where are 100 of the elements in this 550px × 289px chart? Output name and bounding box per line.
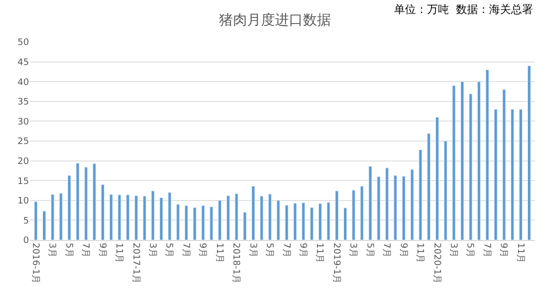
bar (151, 190, 155, 240)
bar (410, 169, 414, 240)
x-tick-label: 5月 (264, 242, 274, 258)
x-tick-label: 11月 (514, 242, 525, 264)
bar (34, 201, 38, 240)
x-tick-label: 2020-1月 (431, 242, 442, 284)
x-tick-label: 7月 (481, 242, 492, 258)
bar (477, 81, 481, 240)
bar (318, 203, 322, 240)
x-tick-label: 3月 (46, 242, 57, 258)
bar (376, 176, 380, 240)
bar (527, 66, 531, 240)
x-tick-label: 11月 (414, 242, 425, 264)
bar (252, 186, 255, 240)
bar (42, 210, 46, 240)
bar (268, 194, 272, 240)
x-tick-label: 2016-1月 (30, 242, 40, 284)
x-tick-label: 9月 (96, 242, 107, 258)
y-tick-label: 40 (18, 78, 30, 88)
bar (226, 195, 230, 240)
bar (101, 184, 104, 240)
bar (502, 89, 506, 240)
y-tick-label: 25 (18, 137, 29, 148)
bar (84, 166, 88, 240)
x-tick-label: 5月 (464, 242, 475, 258)
x-tick-label: 3月 (448, 242, 458, 258)
bar (193, 207, 196, 240)
x-tick-label: 7月 (381, 242, 392, 258)
bar (360, 186, 364, 240)
x-tick-label: 2017-1月 (130, 242, 140, 284)
bar (50, 194, 54, 240)
bar (284, 204, 288, 240)
x-tick-label: 3月 (146, 242, 157, 258)
x-tick-label: 11月 (214, 242, 224, 264)
x-tick-label: 11月 (314, 242, 324, 264)
bar (118, 194, 122, 240)
x-tick-label: 7月 (180, 242, 190, 258)
bar (210, 206, 214, 240)
bar (276, 200, 280, 240)
bar (352, 190, 356, 240)
bar (293, 202, 297, 240)
x-tick-label: 5月 (164, 242, 174, 258)
bar (176, 204, 180, 240)
bar (394, 175, 398, 240)
x-tick-label: 9月 (498, 242, 508, 258)
y-tick-label: 0 (23, 236, 30, 246)
y-tick-label: 20 (18, 156, 30, 167)
bar (427, 133, 431, 240)
bar (76, 162, 80, 240)
chart-title: 猪肉月度进口数据 (219, 12, 331, 28)
bar (59, 193, 63, 240)
bar (519, 109, 522, 240)
y-tick-label: 50 (18, 38, 30, 48)
bar (494, 109, 498, 240)
bar (234, 193, 238, 240)
y-tick-label: 10 (18, 196, 30, 207)
text: 单位：万吨 数据：海关总署 (394, 3, 533, 16)
x-tick-label: 2018-1月 (230, 242, 241, 284)
x-tick-label: 2019-1月 (330, 242, 341, 284)
bar (243, 212, 247, 240)
bar (260, 196, 264, 240)
x-tick-label: 3月 (247, 242, 258, 258)
y-tick-label: 35 (18, 98, 29, 108)
bar (335, 190, 339, 240)
bar (444, 140, 448, 240)
bar (468, 94, 472, 240)
x-tick-label: 7月 (80, 242, 90, 258)
y-tick-label: 45 (18, 58, 29, 68)
bar (368, 166, 372, 240)
bar (402, 176, 406, 240)
bar (326, 202, 330, 240)
bar (510, 109, 514, 240)
x-tick-label: 7月 (280, 242, 291, 258)
bar (160, 197, 163, 240)
bar (68, 175, 72, 240)
y-tick-label: 30 (18, 117, 30, 128)
x-tick-label: 5月 (63, 242, 74, 258)
bar (310, 207, 314, 240)
y-tick-label: 15 (18, 176, 29, 187)
bar (168, 192, 172, 240)
bar (452, 85, 456, 240)
x-tick-label: 3月 (348, 242, 358, 258)
bar (201, 205, 205, 240)
x-tick-label: 9月 (197, 242, 208, 258)
bar (109, 194, 113, 240)
bar (302, 202, 306, 240)
bar (385, 168, 389, 240)
bar (343, 208, 347, 240)
x-tick-label: 9月 (398, 242, 408, 258)
bar (418, 149, 422, 240)
bar (184, 205, 188, 240)
x-tick-label: 11月 (114, 242, 124, 264)
bar (218, 200, 222, 240)
x-tick-label: 9月 (297, 242, 308, 258)
x-tick-label: 5月 (364, 242, 374, 258)
y-tick-label: 5 (23, 216, 29, 226)
bar (435, 116, 439, 240)
bar (142, 196, 146, 240)
bar (92, 163, 96, 240)
bar (486, 69, 490, 240)
